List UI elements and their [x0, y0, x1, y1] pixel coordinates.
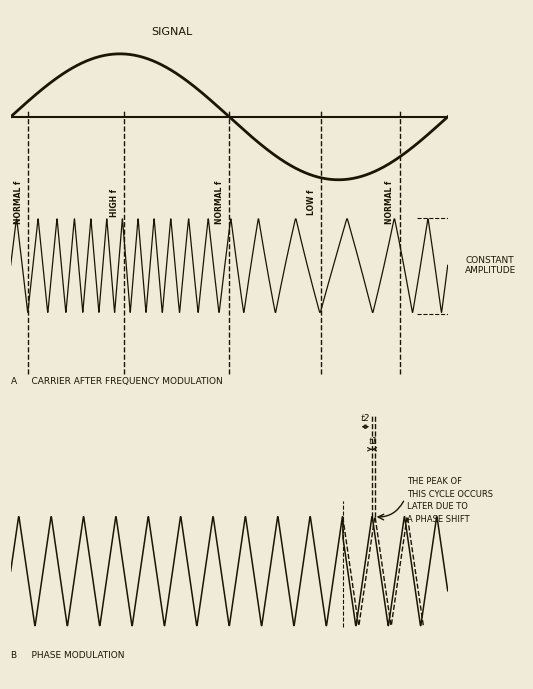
Text: NORMAL f: NORMAL f: [14, 181, 23, 225]
Text: LOW f: LOW f: [306, 190, 316, 216]
Text: HIGH f: HIGH f: [110, 189, 119, 217]
Text: t2: t2: [361, 414, 370, 423]
Text: NORMAL f: NORMAL f: [385, 181, 394, 225]
Text: t1: t1: [369, 437, 378, 446]
Text: THE PEAK OF
THIS CYCLE OCCURS
LATER DUE TO
A PHASE SHIFT: THE PEAK OF THIS CYCLE OCCURS LATER DUE …: [407, 477, 493, 524]
Text: A     CARRIER AFTER FREQUENCY MODULATION: A CARRIER AFTER FREQUENCY MODULATION: [11, 377, 222, 386]
Text: CONSTANT
AMPLITUDE: CONSTANT AMPLITUDE: [465, 256, 516, 276]
Text: SIGNAL: SIGNAL: [152, 27, 193, 37]
Text: B     PHASE MODULATION: B PHASE MODULATION: [11, 650, 124, 659]
Text: NORMAL f: NORMAL f: [215, 181, 224, 225]
